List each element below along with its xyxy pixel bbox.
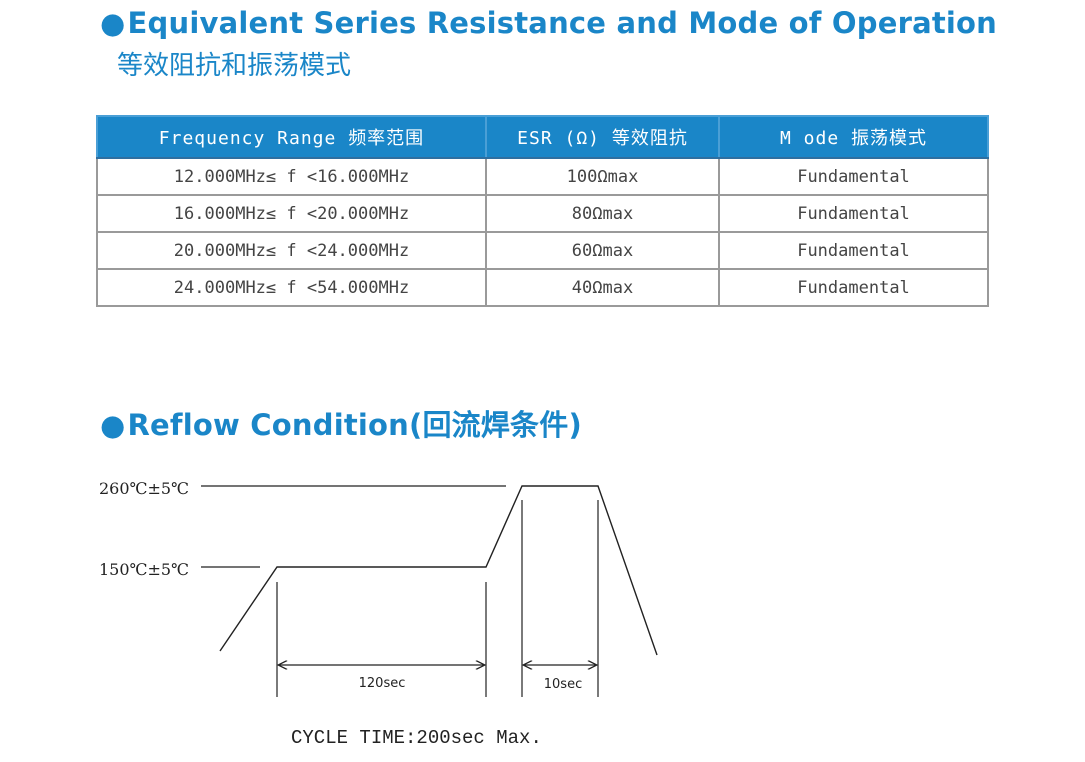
cell-esr: 60Ωmax xyxy=(485,231,720,270)
cell-esr: 40Ωmax xyxy=(485,268,720,307)
soak-temp-label: 150℃±5℃ xyxy=(99,560,189,579)
esr-table: Frequency Range 频率范围 ESR (Ω) 等效阻抗 M ode … xyxy=(96,115,989,307)
cell-mode: Fundamental xyxy=(718,268,989,307)
table-header-row: Frequency Range 频率范围 ESR (Ω) 等效阻抗 M ode … xyxy=(96,115,989,159)
cell-frequency: 24.000MHz≤ f <54.000MHz xyxy=(96,268,487,307)
cell-mode: Fundamental xyxy=(718,194,989,233)
bullet-icon: ● xyxy=(100,408,126,442)
bullet-icon: ● xyxy=(100,6,126,40)
esr-section-subtitle: 等效阻抗和振荡模式 xyxy=(117,51,352,81)
cell-frequency: 12.000MHz≤ f <16.000MHz xyxy=(96,157,487,196)
header-frequency-range: Frequency Range 频率范围 xyxy=(96,115,487,159)
header-mode: M ode 振荡模式 xyxy=(718,115,989,159)
cell-frequency: 20.000MHz≤ f <24.000MHz xyxy=(96,231,487,270)
cell-frequency: 16.000MHz≤ f <20.000MHz xyxy=(96,194,487,233)
table-row: 16.000MHz≤ f <20.000MHz 80Ωmax Fundament… xyxy=(96,194,989,233)
table-row: 20.000MHz≤ f <24.000MHz 60Ωmax Fundament… xyxy=(96,231,989,270)
soak-duration-label: 120sec xyxy=(359,676,406,691)
cell-mode: Fundamental xyxy=(718,231,989,270)
cell-esr: 80Ωmax xyxy=(485,194,720,233)
esr-title-text: Equivalent Series Resistance and Mode of… xyxy=(127,6,998,40)
reflow-title-text: Reflow Condition(回流焊条件) xyxy=(127,408,582,442)
reflow-profile-curve xyxy=(219,485,658,656)
esr-section-title: ●Equivalent Series Resistance and Mode o… xyxy=(100,6,997,40)
cycle-time-note: CYCLE TIME:200sec Max. xyxy=(291,727,542,749)
header-esr: ESR (Ω) 等效阻抗 xyxy=(485,115,720,159)
cell-esr: 100Ωmax xyxy=(485,157,720,196)
reflow-section-title: ●Reflow Condition(回流焊条件) xyxy=(100,402,582,444)
peak-temp-label: 260℃±5℃ xyxy=(99,479,189,498)
peak-duration-label: 10sec xyxy=(544,677,582,692)
table-row: 24.000MHz≤ f <54.000MHz 40Ωmax Fundament… xyxy=(96,268,989,307)
cell-mode: Fundamental xyxy=(718,157,989,196)
table-row: 12.000MHz≤ f <16.000MHz 100Ωmax Fundamen… xyxy=(96,157,989,196)
